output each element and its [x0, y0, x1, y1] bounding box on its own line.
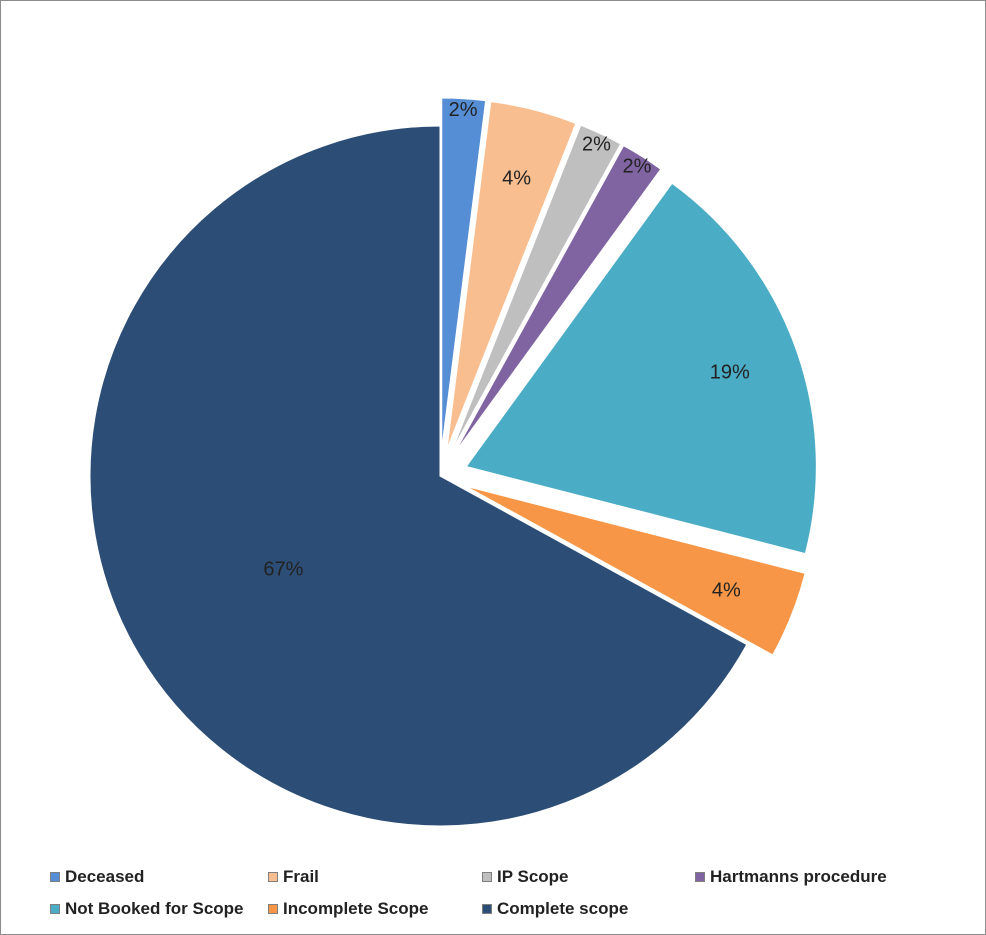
legend-swatch-ip-scope — [482, 872, 492, 882]
pie-slice-deceased — [441, 97, 487, 449]
legend-item-hartmanns-procedure: Hartmanns procedure — [695, 866, 887, 888]
pie-slice-incomplete-scope — [465, 485, 806, 656]
legend-item-frail: Frail — [268, 866, 319, 888]
legend-item-incomplete-scope: Incomplete Scope — [268, 898, 428, 920]
pie-label-frail: 4% — [502, 168, 531, 190]
legend-label-not-booked-for-scope: Not Booked for Scope — [65, 899, 244, 918]
pie-label-not-booked-for-scope: 19% — [710, 362, 750, 384]
legend-swatch-deceased — [50, 872, 60, 882]
legend-item-deceased: Deceased — [50, 866, 144, 888]
pie-label-ip-scope: 2% — [582, 133, 611, 155]
legend-swatch-incomplete-scope — [268, 904, 278, 914]
pie-slice-frail — [446, 101, 577, 450]
legend-swatch-frail — [268, 872, 278, 882]
legend-swatch-complete-scope — [482, 904, 492, 914]
pie-label-complete-scope: 67% — [263, 559, 303, 581]
pie-slices — [89, 97, 817, 827]
legend-swatch-not-booked-for-scope — [50, 904, 60, 914]
legend-label-hartmanns-procedure: Hartmanns procedure — [710, 867, 887, 886]
legend-label-ip-scope: IP Scope — [497, 867, 569, 886]
pie-label-incomplete-scope: 4% — [712, 579, 741, 601]
legend-label-complete-scope: Complete scope — [497, 899, 629, 918]
pie-slice-not-booked-for-scope — [465, 182, 817, 555]
legend-label-frail: Frail — [283, 867, 319, 886]
pie-slice-complete-scope — [89, 125, 748, 827]
legend-label-incomplete-scope: Incomplete Scope — [283, 899, 429, 918]
legend-label-deceased: Deceased — [65, 867, 145, 886]
pie-label-deceased: 2% — [449, 99, 478, 121]
legend-item-ip-scope: IP Scope — [482, 866, 569, 888]
pie-slice-ip-scope — [451, 124, 622, 451]
pie-label-hartmanns-procedure: 2% — [622, 156, 651, 178]
legend-swatch-hartmanns-procedure — [695, 872, 705, 882]
pie-slice-hartmanns-procedure — [454, 144, 662, 453]
legend-item-not-booked-for-scope: Not Booked for Scope — [50, 898, 244, 920]
legend-item-complete-scope: Complete scope — [482, 898, 628, 920]
pie-labels: 2% 4% 2% 2% 19% 4% 67% — [263, 99, 750, 601]
